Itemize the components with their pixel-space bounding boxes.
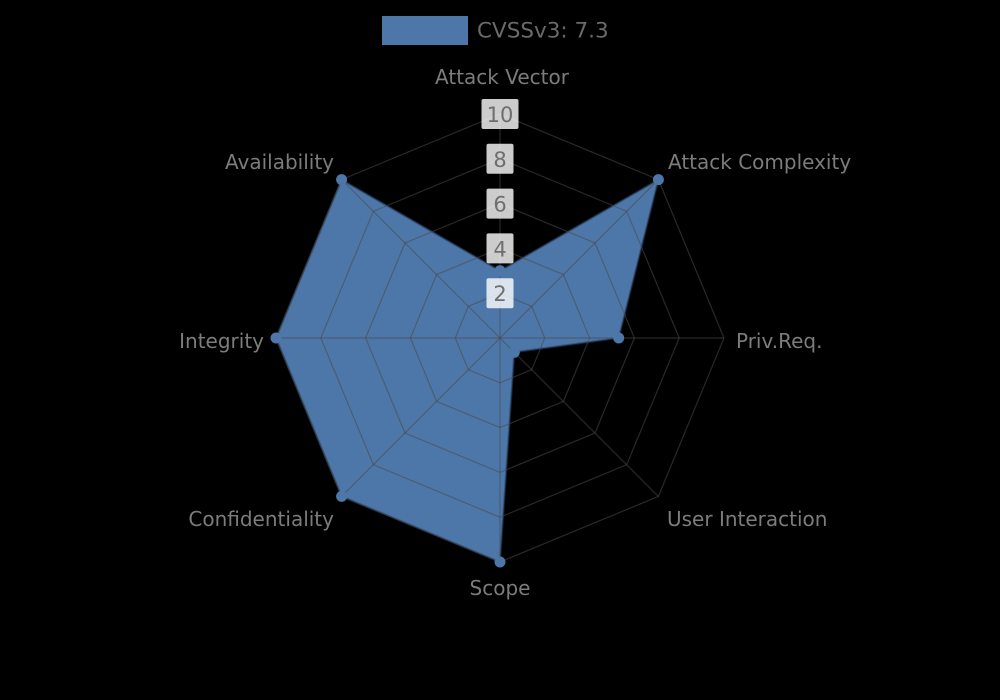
tick-box <box>486 233 514 264</box>
axis-label-integrity: Integrity <box>179 329 264 353</box>
radial-ticks: 10 8 6 4 2 <box>481 99 519 309</box>
tick-box <box>486 188 514 219</box>
radial-tick-6: 6 <box>486 188 514 219</box>
radial-tick-8: 8 <box>486 143 514 174</box>
legend-label: CVSSv3: 7.3 <box>477 19 609 44</box>
tick-label: 2 <box>493 282 506 306</box>
radar-grid <box>275 113 725 563</box>
vertex-marker <box>336 174 348 186</box>
axis-label-attack-complexity: Attack Complexity <box>668 150 851 174</box>
radial-tick-10: 10 <box>481 99 519 129</box>
grid-spoke <box>499 337 659 497</box>
axis-label-availability: Availability <box>225 150 334 174</box>
legend-swatch-icon <box>382 16 468 45</box>
tick-label: 4 <box>493 237 506 261</box>
vertex-marker <box>613 332 625 344</box>
tick-label: 8 <box>493 148 506 172</box>
axis-label-confidentiality: Confidentiality <box>188 507 334 531</box>
radial-tick-2: 2 <box>486 278 514 309</box>
tick-label: 6 <box>493 193 506 217</box>
legend: CVSSv3: 7.3 <box>382 16 609 45</box>
series-markers <box>270 174 664 568</box>
grid-spoke <box>341 179 501 339</box>
grid-spoke <box>499 179 659 339</box>
radial-tick-4: 4 <box>486 233 514 264</box>
tick-box <box>481 99 519 129</box>
vertex-marker <box>494 556 506 568</box>
tick-box <box>486 143 514 174</box>
vertex-marker <box>494 265 506 277</box>
axis-label-attack-vector: Attack Vector <box>435 65 570 89</box>
tick-box <box>486 278 514 309</box>
axis-labels: Attack Vector Attack Complexity Priv.Req… <box>179 65 851 600</box>
axis-label-scope: Scope <box>470 576 531 600</box>
grid-spoke <box>341 337 501 497</box>
axis-label-user-interaction: User Interaction <box>667 507 827 531</box>
tick-label: 10 <box>487 103 514 127</box>
vertex-marker <box>270 332 282 344</box>
vertex-marker <box>508 346 520 358</box>
vertex-marker <box>336 490 348 502</box>
vertex-marker <box>652 174 664 186</box>
axis-label-priv-req: Priv.Req. <box>736 329 822 353</box>
